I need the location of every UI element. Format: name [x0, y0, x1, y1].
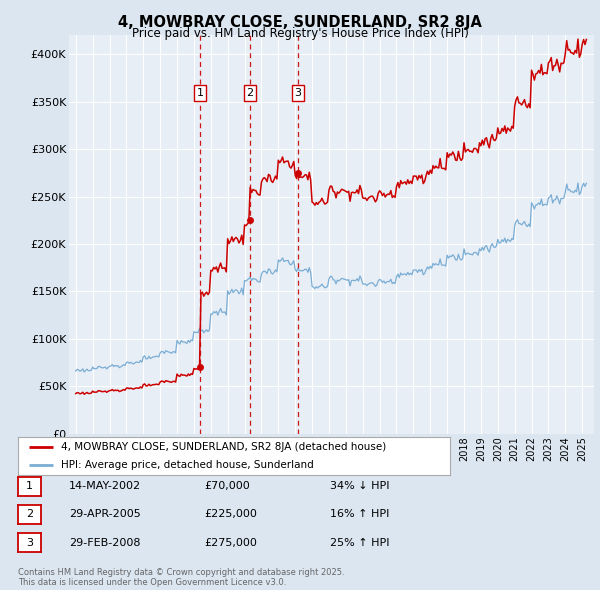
Text: £275,000: £275,000 — [204, 538, 257, 548]
Text: Price paid vs. HM Land Registry's House Price Index (HPI): Price paid vs. HM Land Registry's House … — [131, 27, 469, 40]
Text: 4, MOWBRAY CLOSE, SUNDERLAND, SR2 8JA (detached house): 4, MOWBRAY CLOSE, SUNDERLAND, SR2 8JA (d… — [61, 442, 386, 452]
Text: 1: 1 — [26, 481, 33, 491]
Text: 2: 2 — [26, 510, 33, 519]
Text: 25% ↑ HPI: 25% ↑ HPI — [330, 538, 389, 548]
Text: 2: 2 — [247, 88, 254, 98]
Text: 3: 3 — [295, 88, 302, 98]
Text: £225,000: £225,000 — [204, 510, 257, 519]
Text: Contains HM Land Registry data © Crown copyright and database right 2025.
This d: Contains HM Land Registry data © Crown c… — [18, 568, 344, 587]
Text: 34% ↓ HPI: 34% ↓ HPI — [330, 481, 389, 491]
Text: 4, MOWBRAY CLOSE, SUNDERLAND, SR2 8JA: 4, MOWBRAY CLOSE, SUNDERLAND, SR2 8JA — [118, 15, 482, 30]
Text: 1: 1 — [197, 88, 203, 98]
Text: 29-FEB-2008: 29-FEB-2008 — [69, 538, 140, 548]
Text: £70,000: £70,000 — [204, 481, 250, 491]
Text: 16% ↑ HPI: 16% ↑ HPI — [330, 510, 389, 519]
Text: 14-MAY-2002: 14-MAY-2002 — [69, 481, 141, 491]
Text: 3: 3 — [26, 538, 33, 548]
Text: HPI: Average price, detached house, Sunderland: HPI: Average price, detached house, Sund… — [61, 460, 314, 470]
Text: 29-APR-2005: 29-APR-2005 — [69, 510, 141, 519]
